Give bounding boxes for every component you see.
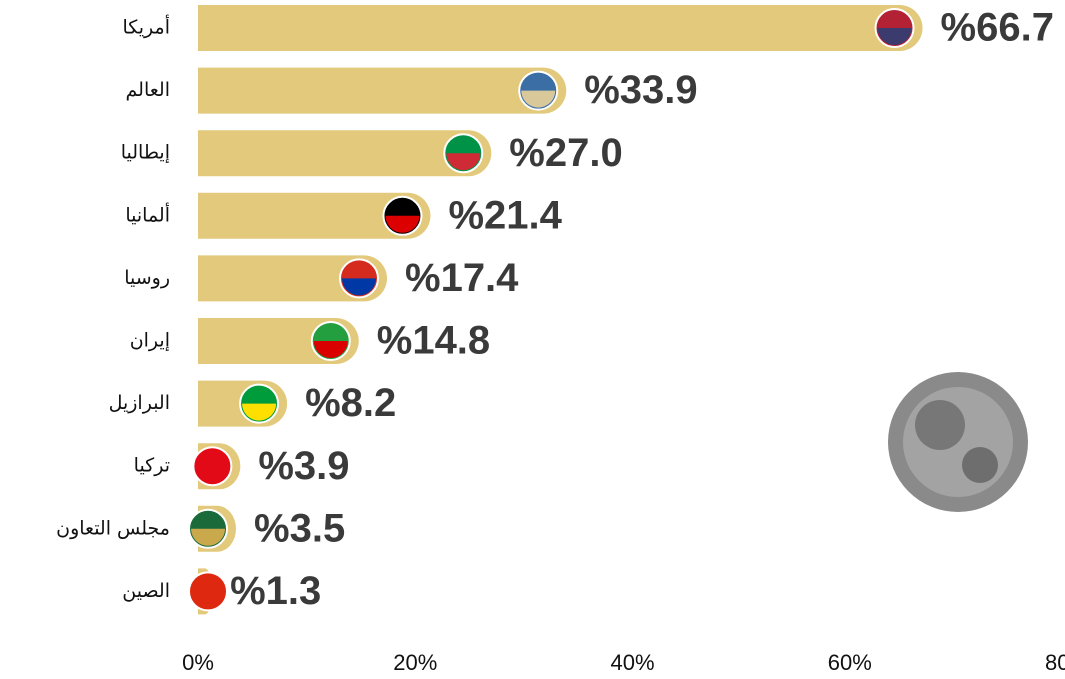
value-label: %27.0 (509, 131, 622, 175)
value-label: %14.8 (377, 319, 490, 363)
flag-icon-detail (195, 466, 230, 484)
value-label: %1.3 (230, 569, 321, 613)
flag-icon-detail (521, 90, 556, 108)
value-label: %21.4 (448, 193, 562, 237)
bar (198, 192, 431, 239)
value-label: %3.5 (254, 506, 345, 550)
x-tick-label: 0% (182, 650, 214, 675)
x-tick-label: 80% (1045, 650, 1065, 675)
value-label: %66.7 (941, 6, 1054, 50)
category-label: روسيا (124, 267, 170, 289)
x-tick-label: 40% (610, 650, 654, 675)
flag-icon-detail (877, 28, 912, 46)
flag-icon-detail (191, 528, 226, 546)
flag-icon-detail (385, 215, 420, 233)
category-label: أمريكا (122, 15, 170, 39)
value-label: %17.4 (405, 256, 519, 300)
category-label: إيران (130, 330, 170, 353)
x-tick-label: 20% (393, 650, 437, 675)
flag-icon-detail (446, 153, 481, 171)
flag-icon-detail (313, 341, 348, 359)
category-label: تركيا (134, 455, 170, 477)
bar (198, 255, 388, 302)
flag-icon-detail (342, 278, 377, 296)
bar (198, 67, 567, 114)
category-label: البرازيل (109, 392, 170, 414)
category-label: الصين (122, 580, 170, 602)
category-label: العالم (126, 79, 170, 101)
value-label: %8.2 (305, 381, 396, 425)
value-label: %33.9 (584, 68, 697, 112)
x-tick-label: 60% (828, 650, 872, 675)
virus-decoration (888, 372, 1028, 512)
flag-icon-detail (191, 591, 225, 609)
category-label: مجلس التعاون (56, 517, 170, 539)
category-label: ألمانيا (125, 202, 170, 226)
bar (198, 130, 492, 177)
value-label: %3.9 (258, 444, 349, 488)
flag-icon-detail (242, 403, 277, 421)
category-label: إيطاليا (121, 142, 170, 165)
bar (198, 5, 923, 51)
